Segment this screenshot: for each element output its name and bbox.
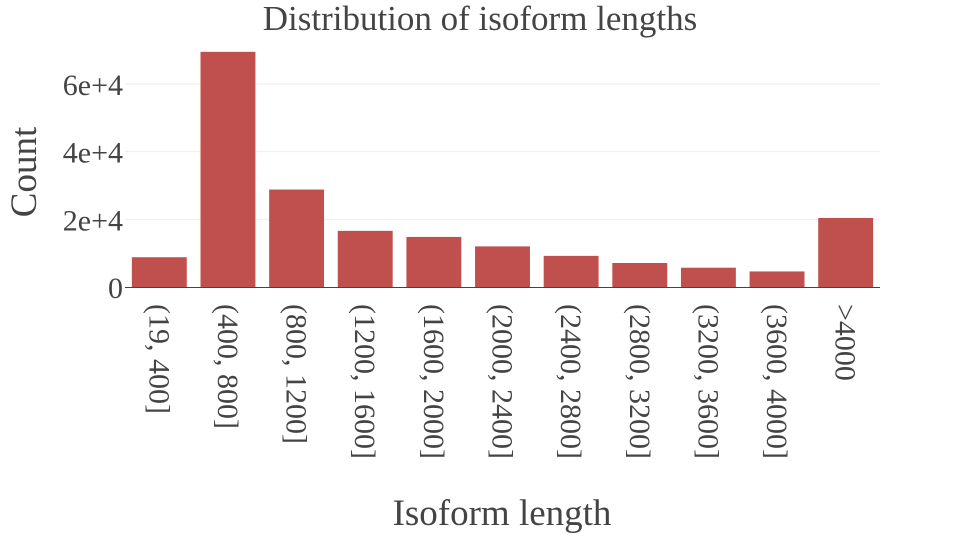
y-axis-title: Count (4, 126, 45, 217)
bar[interactable] (818, 217, 874, 287)
bar[interactable] (612, 262, 668, 287)
bar[interactable] (543, 255, 599, 287)
chart-title: Distribution of isoform lengths (263, 0, 698, 38)
bar[interactable] (269, 189, 325, 287)
x-tick-label: (19, 400] (142, 304, 175, 414)
x-tick-label: (3200, 3600] (691, 304, 724, 459)
bars (131, 51, 874, 287)
x-tick-label: (3600, 4000] (760, 304, 793, 459)
bar[interactable] (200, 51, 256, 287)
x-tick-label: (2800, 3200] (623, 304, 656, 459)
x-tick-label: >4000 (829, 304, 862, 381)
x-tick-labels: (19, 400] (400, 800] (800, 1200] (1200, 160… (142, 304, 861, 459)
x-axis-title: Isoform length (393, 493, 612, 534)
x-tick-label: (1600, 2000] (417, 304, 450, 459)
bar[interactable] (131, 257, 187, 287)
bar[interactable] (337, 230, 393, 287)
x-tick-label: (1200, 1600] (348, 304, 381, 459)
x-tick-label: (2400, 2800] (554, 304, 587, 459)
bar[interactable] (680, 267, 736, 287)
bar[interactable] (406, 236, 462, 287)
y-tick-labels: 0 2e+4 4e+4 6e+4 (63, 69, 123, 305)
bar[interactable] (475, 246, 530, 287)
x-tick-label: (400, 800] (211, 304, 244, 429)
x-tick-label: (800, 1200] (280, 304, 313, 444)
x-tick-label: (2000, 2400] (486, 304, 519, 459)
y-tick-label: 2e+4 (63, 204, 123, 237)
y-tick-label: 4e+4 (63, 137, 123, 170)
y-tick-label: 0 (108, 272, 123, 305)
bar[interactable] (749, 271, 805, 287)
y-tick-label: 6e+4 (63, 69, 123, 102)
